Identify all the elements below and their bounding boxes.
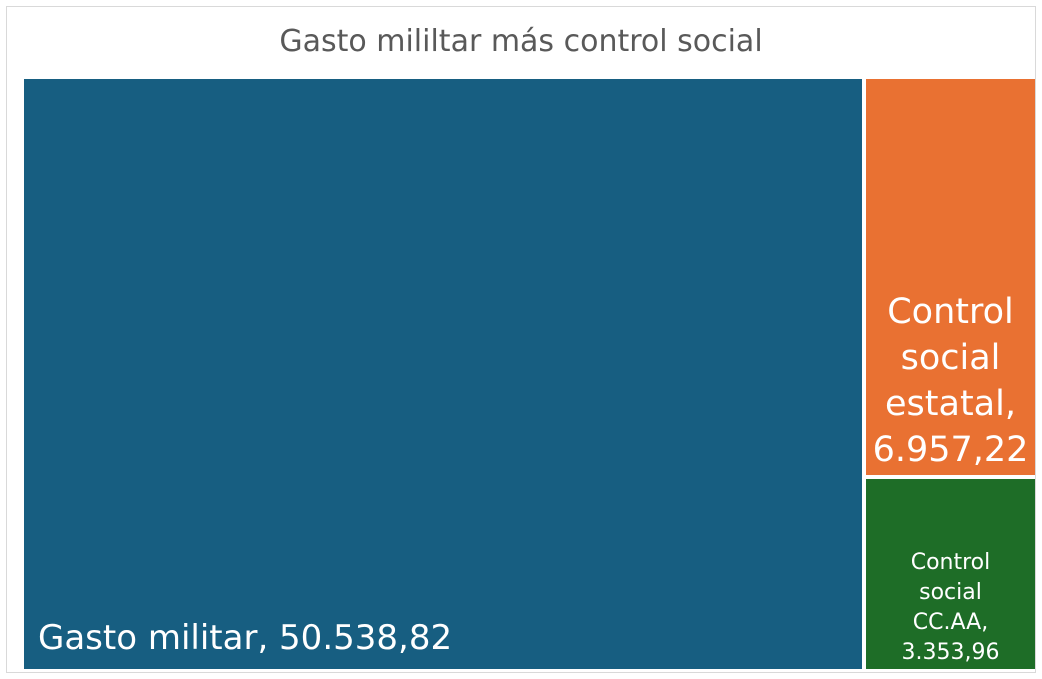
treemap-tile-control-social-cc-aa xyxy=(866,479,1035,669)
treemap-tiles: Gasto militar, 50.538,82 Control social est… xyxy=(24,79,1035,669)
treemap-label-control-social-cc-aa: Control social CC.AA, 3.353,96 xyxy=(902,550,1000,665)
treemap-tile-gasto-militar xyxy=(24,79,862,669)
chart-title: Gasto mililtar más control social xyxy=(279,24,763,59)
treemap-tile-control-social-estatal xyxy=(866,79,1035,475)
treemap-label-gasto-militar: Gasto militar, 50.538,82 xyxy=(38,618,452,658)
treemap-label-control-social-estatal: Control social estatal, 6.957,22 xyxy=(873,292,1029,470)
